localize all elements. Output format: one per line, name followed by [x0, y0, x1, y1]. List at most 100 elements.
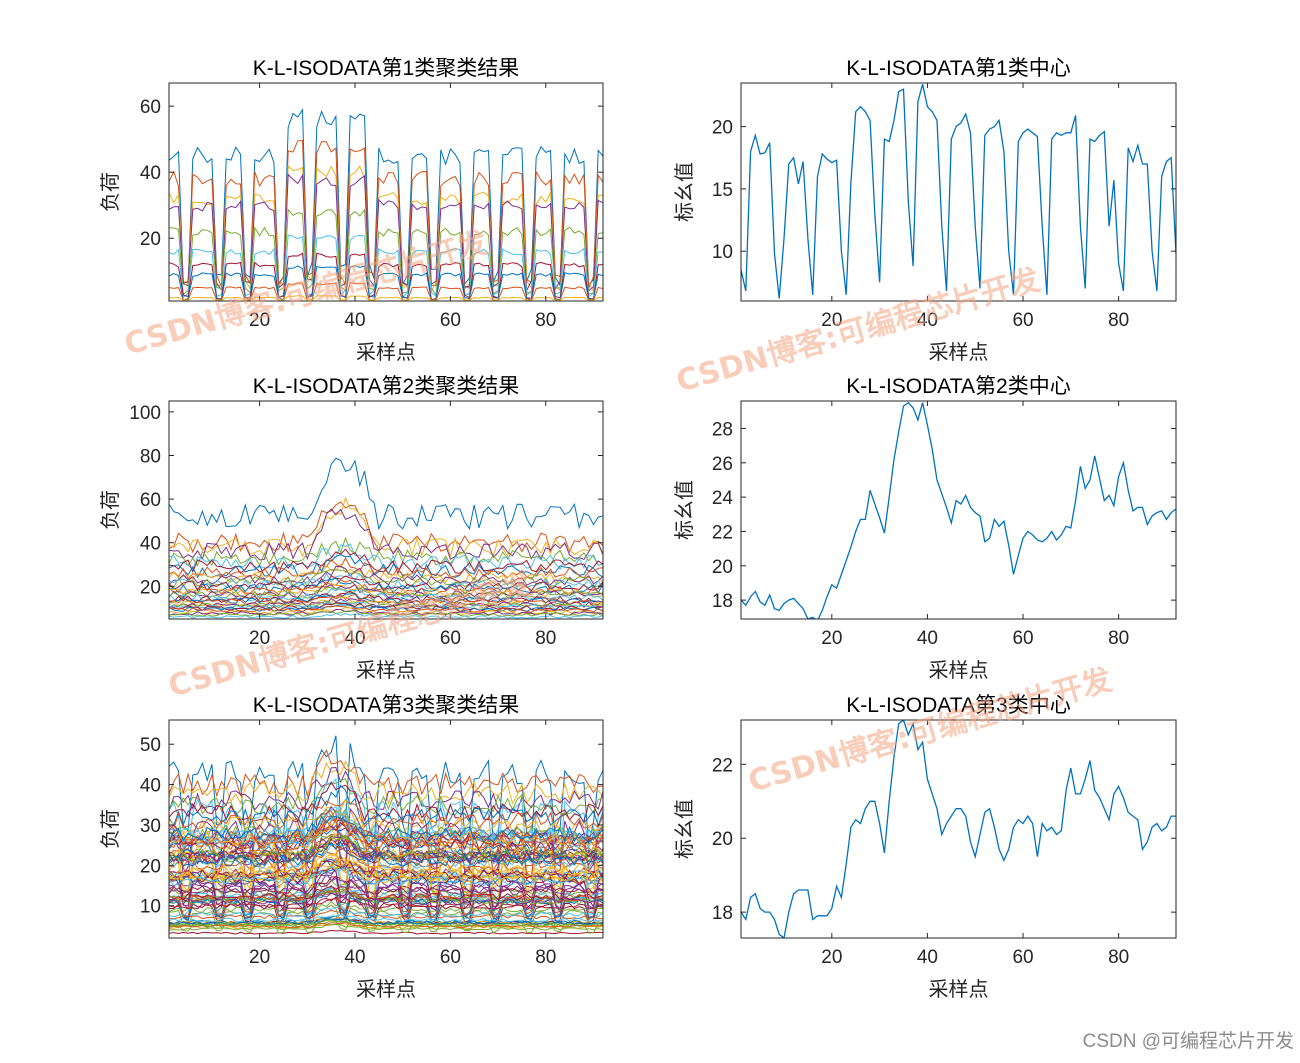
y-tick-label: 30 — [140, 816, 161, 837]
y-tick-label: 20 — [140, 856, 161, 877]
x-tick-label: 40 — [917, 628, 938, 649]
y-tick-label: 80 — [140, 447, 161, 468]
center-series-line — [741, 401, 1176, 619]
x-tick-label: 80 — [1108, 310, 1129, 331]
x-tick-label: 80 — [535, 628, 556, 649]
series-line-9 — [169, 799, 603, 831]
series-line-8 — [169, 784, 603, 828]
series-line-1 — [169, 457, 603, 531]
x-axis-label: 采样点 — [356, 341, 416, 364]
series-line-5 — [169, 777, 603, 816]
chart-title: K-L-ISODATA第2类中心 — [846, 375, 1070, 398]
x-axis-label: 采样点 — [356, 659, 416, 682]
series-line-4 — [169, 508, 603, 561]
series-line-14 — [169, 929, 603, 935]
series-line-19 — [169, 586, 603, 600]
x-tick-label: 20 — [821, 628, 842, 649]
y-tick-label: 100 — [129, 403, 161, 424]
series-line-83 — [169, 913, 603, 923]
series-line-60 — [169, 814, 603, 848]
series-line-4 — [169, 173, 603, 293]
x-tick-label: 60 — [1012, 628, 1033, 649]
plot-area-6 — [741, 720, 1176, 938]
series-line-8 — [169, 554, 603, 579]
series-line-84 — [169, 885, 603, 901]
series-line-10 — [169, 563, 603, 584]
series-line-78 — [169, 841, 603, 867]
series-line-28 — [169, 602, 603, 611]
series-line-6 — [169, 234, 603, 299]
axes-box — [740, 400, 1177, 620]
series-line-31 — [169, 849, 603, 903]
y-tick-label: 22 — [712, 755, 733, 776]
subplot-3: 20 40 60 80 20 40 60 80 100 K-L-ISODATA第2类聚类结果采样点… — [99, 375, 604, 682]
y-tick-label: 20 — [712, 829, 733, 850]
chart-title: K-L-ISODATA第1类中心 — [846, 57, 1070, 80]
y-tick-label: 15 — [712, 180, 733, 201]
footer-credit: CSDN @可编程芯片开发 — [1083, 1030, 1294, 1052]
x-tick-label: 20 — [249, 628, 270, 649]
x-axis-label: 采样点 — [356, 978, 416, 1001]
y-tick-label: 20 — [140, 229, 161, 250]
y-axis-label: 标幺值 — [673, 162, 696, 222]
series-line-53 — [169, 854, 603, 880]
chart-title: K-L-ISODATA第2类聚类结果 — [253, 375, 519, 398]
series-line-44 — [169, 909, 603, 920]
y-tick-label: 10 — [712, 242, 733, 263]
series-line-48 — [169, 906, 603, 918]
y-tick-label: 18 — [712, 903, 733, 924]
center-series-line — [741, 720, 1176, 938]
series-line-80 — [169, 813, 603, 847]
series-line-5 — [169, 536, 603, 567]
x-tick-label: 60 — [440, 310, 461, 331]
x-tick-label: 60 — [1012, 310, 1033, 331]
series-line-87 — [169, 859, 603, 882]
x-tick-label: 40 — [344, 947, 365, 968]
x-tick-label: 40 — [917, 947, 938, 968]
series-line-12 — [169, 569, 603, 588]
axes-box — [168, 82, 604, 302]
series-line-32 — [169, 608, 603, 616]
series-line-18 — [169, 583, 603, 599]
series-line-88 — [169, 892, 603, 906]
series-line-54 — [169, 879, 603, 897]
x-tick-label: 20 — [821, 310, 842, 331]
series-line-34 — [169, 612, 603, 619]
x-tick-label: 20 — [821, 947, 842, 968]
series-line-40 — [169, 924, 603, 931]
y-tick-label: 20 — [712, 557, 733, 578]
series-line-2 — [169, 749, 603, 798]
y-tick-label: 28 — [712, 419, 733, 440]
series-line-47 — [169, 901, 603, 913]
y-tick-label: 20 — [140, 577, 161, 598]
x-tick-label: 60 — [440, 628, 461, 649]
x-tick-label: 80 — [1108, 947, 1129, 968]
y-axis-label: 负荷 — [99, 172, 122, 212]
series-line-81 — [169, 869, 603, 912]
plot-area-3 — [169, 457, 603, 619]
series-line-30 — [169, 605, 603, 613]
x-tick-label: 20 — [249, 947, 270, 968]
series-line-90 — [169, 865, 603, 887]
chart-title: K-L-ISODATA第3类聚类结果 — [253, 694, 519, 717]
x-axis-label: 采样点 — [929, 341, 989, 364]
y-tick-label: 20 — [712, 118, 733, 139]
x-tick-label: 20 — [249, 310, 270, 331]
y-axis-label: 负荷 — [99, 490, 122, 530]
x-tick-label: 40 — [344, 310, 365, 331]
series-line-33 — [169, 610, 603, 617]
axes-box — [168, 719, 604, 939]
x-tick-label: 60 — [1012, 947, 1033, 968]
y-tick-label: 26 — [712, 454, 733, 475]
series-line-86 — [169, 887, 603, 919]
series-line-64 — [169, 917, 603, 926]
y-tick-label: 60 — [140, 97, 161, 118]
plot-area-4 — [741, 401, 1176, 619]
series-line-89 — [169, 919, 603, 928]
x-tick-label: 80 — [535, 947, 556, 968]
